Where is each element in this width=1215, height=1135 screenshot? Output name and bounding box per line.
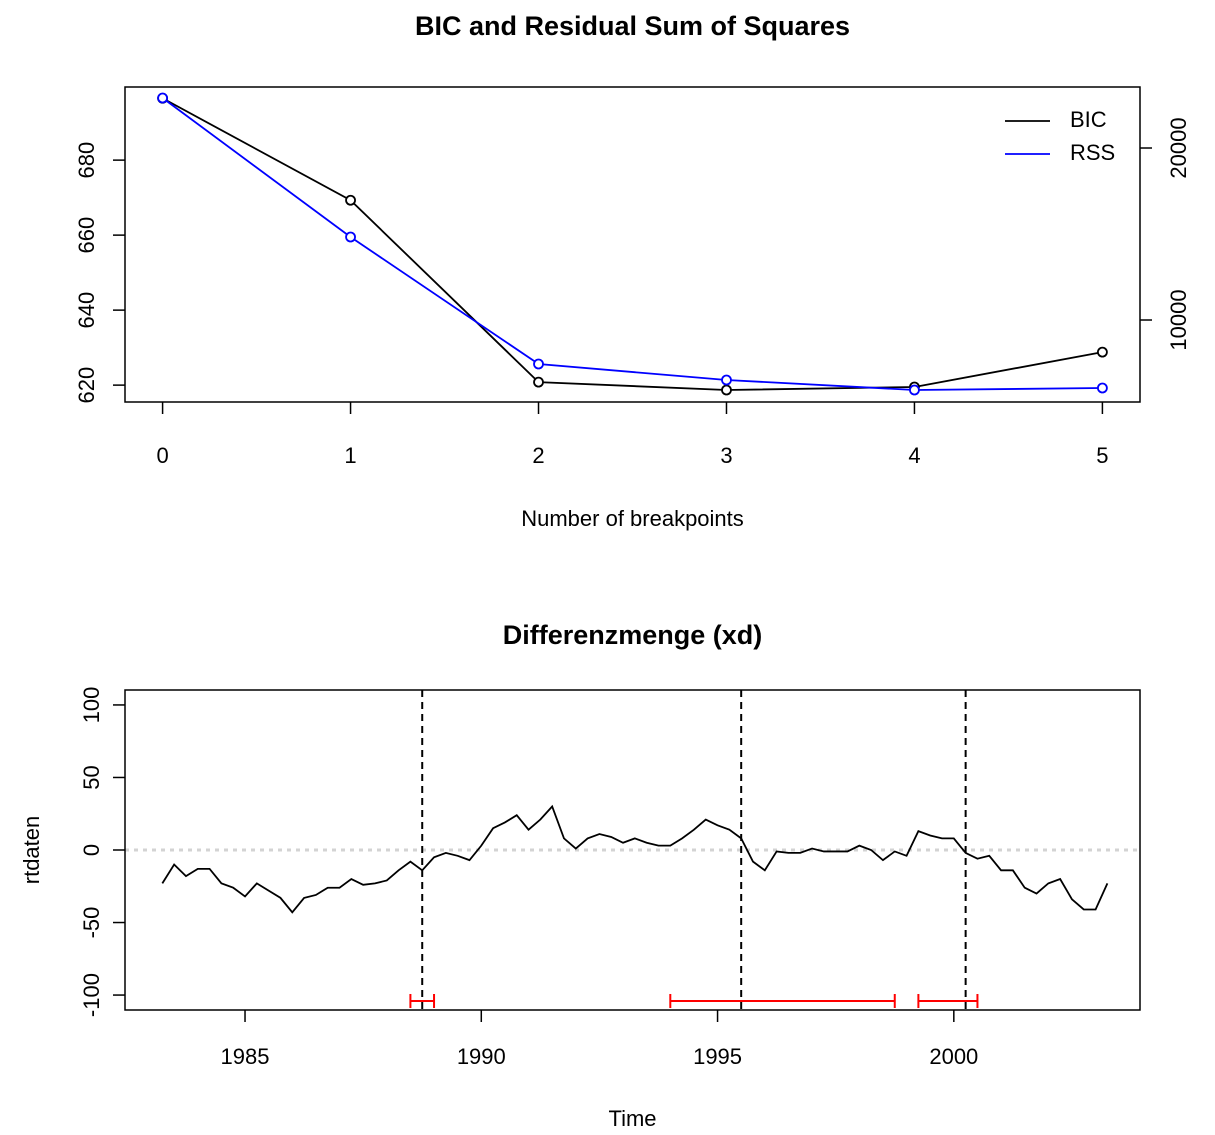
x-tick-label: 2: [532, 443, 544, 468]
point: [1097, 382, 1108, 394]
chart-title: BIC and Residual Sum of Squares: [415, 11, 850, 41]
x-tick-label: 1995: [693, 1044, 742, 1069]
confidence-interval: [409, 994, 436, 1008]
series-line: [161, 804, 1109, 914]
series-line: [162, 97, 1103, 391]
point: [345, 194, 356, 206]
point: [909, 384, 920, 396]
x-axis-label: Number of breakpoints: [521, 506, 744, 531]
y-tick-label: 50: [79, 765, 104, 789]
x-tick-label: 0: [156, 443, 168, 468]
y-tick-label: 100: [79, 687, 104, 724]
legend-label: BIC: [1070, 107, 1107, 132]
y-tick-label: 620: [74, 367, 99, 404]
point: [345, 231, 356, 243]
y-axis-label: rtdaten: [19, 816, 44, 885]
y-tick-label: 680: [74, 142, 99, 179]
confidence-interval: [917, 994, 979, 1008]
legend-label: RSS: [1070, 140, 1115, 165]
x-tick-label: 1: [344, 443, 356, 468]
y2-tick-label: 20000: [1166, 117, 1191, 178]
chart-title: Differenzmenge (xd): [503, 620, 763, 650]
point: [1097, 346, 1108, 358]
point: [533, 358, 544, 370]
x-tick-label: 4: [908, 443, 920, 468]
series-line: [162, 97, 1103, 391]
x-tick-label: 3: [720, 443, 732, 468]
x-tick-label: 2000: [929, 1044, 978, 1069]
point: [157, 92, 168, 104]
y-tick-label: -100: [79, 973, 104, 1017]
x-axis-label: Time: [608, 1106, 656, 1131]
point: [721, 374, 732, 386]
plot-frame: [124, 86, 1141, 403]
point: [721, 384, 732, 396]
y-tick-label: 0: [79, 844, 104, 856]
y-tick-label: 640: [74, 292, 99, 329]
x-tick-label: 1985: [221, 1044, 270, 1069]
point: [533, 376, 544, 388]
confidence-interval: [669, 994, 896, 1008]
x-tick-label: 1990: [457, 1044, 506, 1069]
y2-tick-label: 10000: [1166, 289, 1191, 350]
y-tick-label: 660: [74, 217, 99, 254]
x-tick-label: 5: [1096, 443, 1108, 468]
y-tick-label: -50: [79, 907, 104, 939]
